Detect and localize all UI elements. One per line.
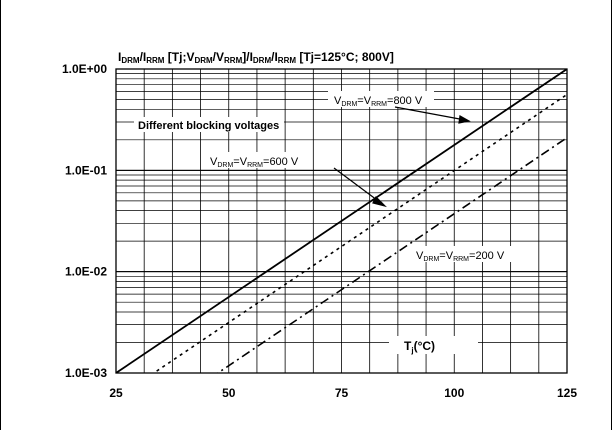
plot-area (115, 68, 568, 374)
arrow-600v-head (372, 195, 387, 208)
x-axis-label: Tj(°C) (404, 339, 435, 355)
label-800-bg (328, 91, 434, 107)
chart-title: IDRM/IRRM [Tj;VDRM/VRRM]/IDRM/IRRM [Tj=1… (118, 50, 394, 65)
x-tick-label: 75 (335, 386, 349, 400)
x-tick-label: 100 (444, 386, 464, 400)
x-tick-label: 25 (109, 386, 123, 400)
block-text-bg (134, 117, 284, 132)
annotation-different-blocking-voltages: Different blocking voltages (138, 120, 279, 132)
annotation-arrows (333, 106, 471, 208)
label-600-bg (205, 152, 311, 168)
y-tick-label: 1.0E-02 (65, 265, 107, 279)
label-200-bg (411, 246, 517, 262)
x-tick-label: 125 (557, 386, 577, 400)
x-tick-label: 50 (222, 386, 236, 400)
arrow-800v-head (458, 115, 471, 124)
annotation-200v: VDRM=VRRM=200 V (416, 250, 505, 263)
annotation-800v: VDRM=VRRM=800 V (334, 95, 423, 108)
y-tick-label: 1.0E-03 (65, 366, 107, 380)
series-line-200v (216, 137, 567, 373)
y-tick-label: 1.0E+00 (62, 62, 107, 76)
series-group (116, 69, 567, 373)
tick-labels: 25 50 75 100 125 1.0E-03 1.0E-02 1.0E-01 1.0E+00 (62, 62, 577, 400)
arrow-600v (333, 167, 382, 204)
series-line-800v (116, 69, 567, 373)
xlabel-bg (389, 336, 478, 354)
annotation-600v: VDRM=VRRM=600 V (210, 156, 299, 169)
arrow-800v (394, 106, 466, 121)
y-tick-label: 1.0E-01 (65, 163, 107, 177)
